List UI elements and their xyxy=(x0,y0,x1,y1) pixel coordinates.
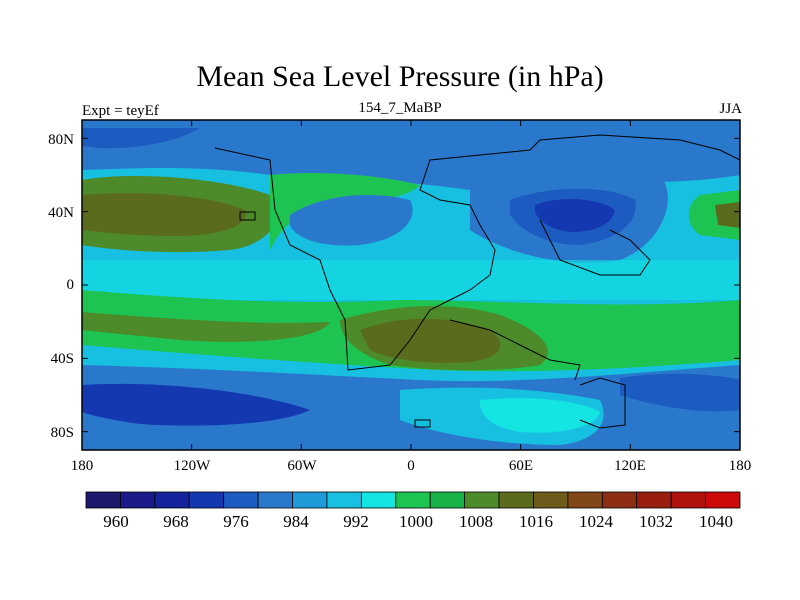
season-label: JJA xyxy=(719,101,742,117)
lon-tick-label: 0 xyxy=(407,458,415,474)
run-label: 154_7_MaBP xyxy=(358,100,442,116)
colorbar-swatch xyxy=(464,491,500,509)
colorbar-swatch xyxy=(395,491,431,509)
colorbar-label: 960 xyxy=(103,512,129,531)
lat-tick-label: 40N xyxy=(48,205,74,221)
asia-low-core xyxy=(535,198,615,232)
lon-tick-label: 120E xyxy=(614,458,646,474)
colorbar-swatch xyxy=(429,491,466,509)
colorbar-label: 968 xyxy=(163,512,189,531)
south-asia-outline xyxy=(539,219,651,276)
north-west-low xyxy=(82,128,200,149)
colorbar-swatch xyxy=(85,491,121,509)
colorbar-swatch xyxy=(636,491,672,509)
colorbar-swatch xyxy=(567,491,603,509)
africa-outline xyxy=(449,319,581,381)
equatorial-band xyxy=(82,260,740,300)
lon-tick-label: 60W xyxy=(287,458,317,474)
na-low xyxy=(290,195,413,246)
lat-tick-label: 40S xyxy=(50,351,74,367)
colorbar-swatch xyxy=(705,491,741,509)
chart-title: Mean Sea Level Pressure (in hPa) xyxy=(196,60,604,93)
colorbar-swatch xyxy=(120,491,156,509)
lon-tick-label: 120W xyxy=(173,458,211,474)
colorbar-swatch xyxy=(498,491,534,509)
lat-tick-label: 0 xyxy=(66,277,75,293)
colorbar-label: 976 xyxy=(223,512,249,531)
south-atlantic-high-core xyxy=(360,318,501,363)
colorbar-label: 1040 xyxy=(699,512,733,531)
colorbar-label: 992 xyxy=(343,512,369,531)
coastlines xyxy=(214,134,740,429)
east-pacific-core xyxy=(715,202,740,228)
colorbar-swatch xyxy=(360,491,397,509)
experiment-label: Expt = teyEf xyxy=(82,103,159,119)
south-pacific-high xyxy=(82,312,330,342)
lon-tick-label: 180 xyxy=(70,458,94,474)
antarctic-core xyxy=(480,398,600,433)
colorbar xyxy=(85,491,741,509)
colorbar-swatch xyxy=(670,491,706,509)
continent-outline xyxy=(214,134,740,371)
contour-field xyxy=(82,120,740,450)
south-indian-low xyxy=(620,373,740,412)
lon-tick-label: 60E xyxy=(508,458,534,474)
colorbar-swatch xyxy=(188,491,225,509)
lat-tick-label: 80N xyxy=(48,132,74,148)
colorbar-label: 1008 xyxy=(459,512,493,531)
south-pacific-low xyxy=(82,383,310,426)
colorbar-swatch xyxy=(154,491,190,509)
island-outline xyxy=(239,211,256,221)
small-island-outline xyxy=(414,419,431,428)
colorbar-label: 1016 xyxy=(519,512,553,531)
colorbar-swatch xyxy=(326,491,362,509)
colorbar-label: 1024 xyxy=(579,512,613,531)
atlantic-tongue xyxy=(270,173,420,250)
australia-outline xyxy=(579,377,626,429)
pacific-high-core xyxy=(82,193,246,236)
colorbar-label: 1000 xyxy=(399,512,433,531)
colorbar-swatch xyxy=(257,491,293,509)
lat-tick-label: 80S xyxy=(50,425,74,441)
colorbar-label: 1032 xyxy=(639,512,673,531)
colorbar-swatch xyxy=(223,491,259,509)
colorbar-swatch xyxy=(292,491,328,509)
axis-ticks xyxy=(81,120,741,450)
colorbar-swatch xyxy=(533,491,569,509)
colorbar-label: 984 xyxy=(283,512,309,531)
east-pacific-high xyxy=(688,190,740,240)
lon-tick-label: 180 xyxy=(728,458,752,474)
colorbar-swatch xyxy=(601,491,638,509)
